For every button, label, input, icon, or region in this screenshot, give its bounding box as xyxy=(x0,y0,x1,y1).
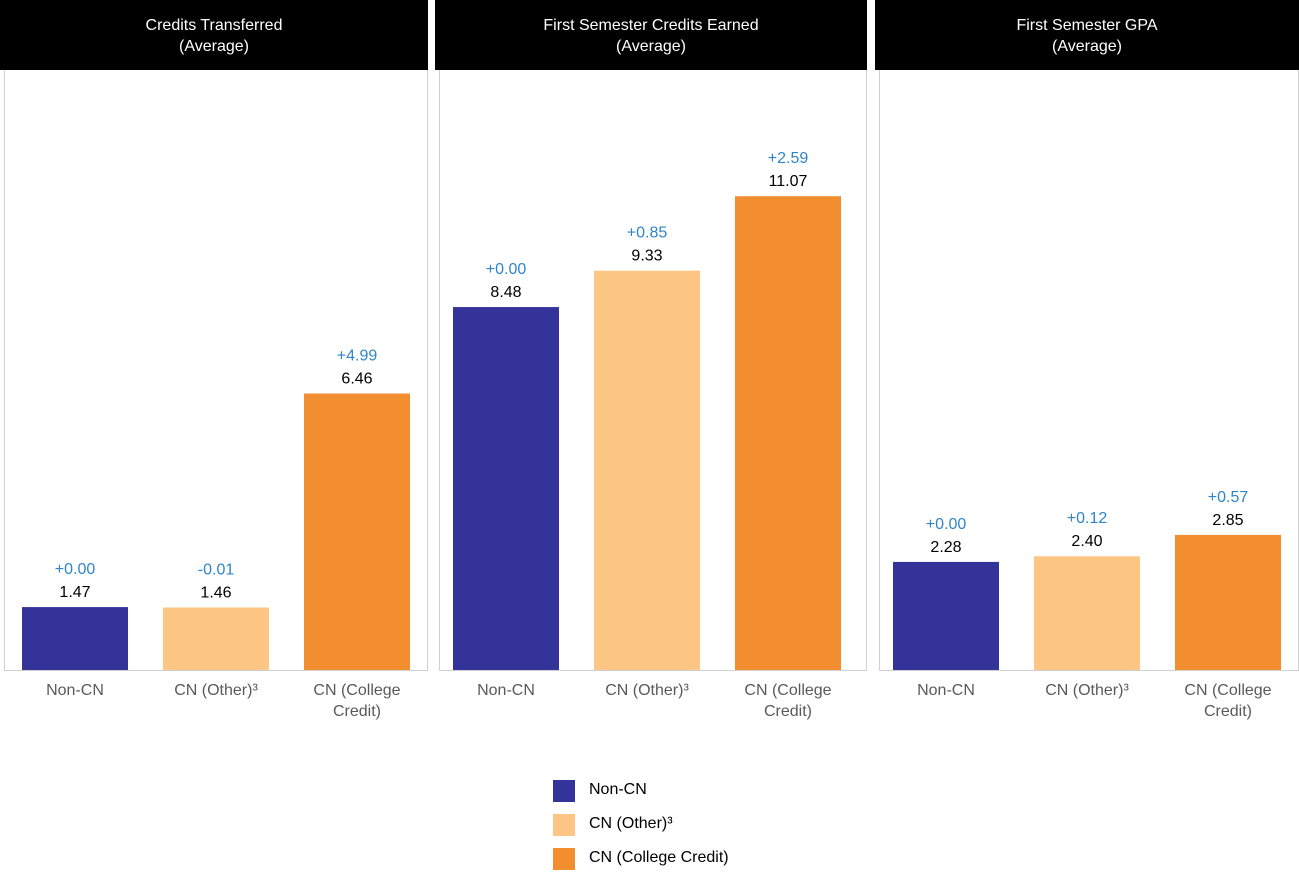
x-tick-label-line: Non-CN xyxy=(46,682,104,699)
x-tick-label-line: Credit) xyxy=(764,703,812,720)
chart-panel-credits-transferred: Credits Transferred (Average) 1.47 +0.00 N… xyxy=(0,0,428,730)
x-tick-label: CN (College Credit) xyxy=(313,682,400,720)
x-tick-label: Non-CN xyxy=(477,682,535,699)
legend-label: CN (Other)³ xyxy=(589,815,673,832)
bar-chart: 2.28 +0.00 Non-CN 2.40 +0.12 CN (Other)³ 2.85 +… xyxy=(879,70,1299,720)
panel-title: First Semester Credits Earned xyxy=(543,17,759,34)
bar-difference-label: +0.00 xyxy=(486,261,527,278)
panel-subtitle: (Average) xyxy=(179,38,249,55)
legend-item-cn-college-credit: CN (College Credit) xyxy=(553,848,813,870)
bar-value-label: 1.46 xyxy=(200,585,231,602)
bar xyxy=(304,393,410,670)
bar-value-label: 2.40 xyxy=(1071,533,1102,550)
panel-subtitle: (Average) xyxy=(1052,38,1122,55)
x-tick-label-line: CN (Other)³ xyxy=(1045,682,1129,699)
bar xyxy=(163,607,269,670)
legend-label: CN (College Credit) xyxy=(589,849,729,866)
panel-header: First Semester Credits Earned (Average) xyxy=(435,0,867,70)
bar-difference-label: +2.59 xyxy=(768,150,809,167)
chart-panel-first-semester-gpa: First Semester GPA (Average) 2.28 +0.00 No… xyxy=(875,0,1299,730)
panel-subtitle: (Average) xyxy=(616,38,686,55)
bar xyxy=(453,307,559,670)
x-tick-label: CN (College Credit) xyxy=(1184,682,1271,720)
legend-label: Non-CN xyxy=(589,781,647,798)
bar xyxy=(735,196,841,671)
x-tick-label-line: CN (College xyxy=(313,682,400,699)
x-tick-label: CN (Other)³ xyxy=(174,682,258,699)
bar-difference-label: -0.01 xyxy=(198,562,235,579)
bar-chart: 8.48 +0.00 Non-CN 9.33 +0.85 CN (Other)³ 11.07… xyxy=(439,70,867,720)
x-tick-label: Non-CN xyxy=(46,682,104,699)
bar-difference-label: +4.99 xyxy=(337,348,378,365)
x-tick-label: CN (Other)³ xyxy=(605,682,689,699)
bar xyxy=(893,561,999,670)
bar-value-label: 1.47 xyxy=(59,584,90,601)
x-tick-label-line: CN (College xyxy=(1184,682,1271,699)
bar-difference-label: +0.00 xyxy=(55,561,96,578)
bar-value-label: 6.46 xyxy=(341,371,372,388)
bar-difference-label: +0.12 xyxy=(1067,510,1108,527)
bar xyxy=(22,607,128,670)
legend-swatch xyxy=(553,780,575,802)
legend-swatch xyxy=(553,814,575,836)
panel-header: First Semester GPA (Average) xyxy=(875,0,1299,70)
x-tick-label: Non-CN xyxy=(917,682,975,699)
legend-item-non-cn: Non-CN xyxy=(553,780,813,802)
x-tick-label-line: Credit) xyxy=(1204,703,1252,720)
bar-difference-label: +0.57 xyxy=(1208,489,1249,506)
bar xyxy=(1034,556,1140,670)
bar xyxy=(594,270,700,670)
bar-value-label: 2.28 xyxy=(930,539,961,556)
x-tick-label: CN (College Credit) xyxy=(744,682,831,720)
bar-value-label: 9.33 xyxy=(631,248,662,265)
x-tick-label-line: Non-CN xyxy=(917,682,975,699)
chart-panel-first-semester-credits: First Semester Credits Earned (Average) … xyxy=(435,0,867,730)
x-tick-label-line: Credit) xyxy=(333,703,381,720)
x-tick-label-line: CN (Other)³ xyxy=(605,682,689,699)
panel-title: First Semester GPA xyxy=(1016,17,1158,34)
x-tick-label-line: Non-CN xyxy=(477,682,535,699)
bar-chart: 1.47 +0.00 Non-CN 1.46 -0.01 CN (Other)³ 6.46 +… xyxy=(4,70,428,720)
x-tick-label: CN (Other)³ xyxy=(1045,682,1129,699)
panel-header: Credits Transferred (Average) xyxy=(0,0,428,70)
bar-value-label: 2.85 xyxy=(1212,512,1243,529)
panel-title: Credits Transferred xyxy=(145,17,283,34)
legend-item-cn-other: CN (Other)³ xyxy=(553,814,813,836)
legend-swatch xyxy=(553,848,575,870)
bar xyxy=(1175,534,1281,670)
bar-value-label: 11.07 xyxy=(769,173,808,190)
bar-value-label: 8.48 xyxy=(490,284,521,301)
bar-difference-label: +0.85 xyxy=(627,225,668,242)
x-tick-label-line: CN (Other)³ xyxy=(174,682,258,699)
x-tick-label-line: CN (College xyxy=(744,682,831,699)
bar-difference-label: +0.00 xyxy=(926,516,967,533)
